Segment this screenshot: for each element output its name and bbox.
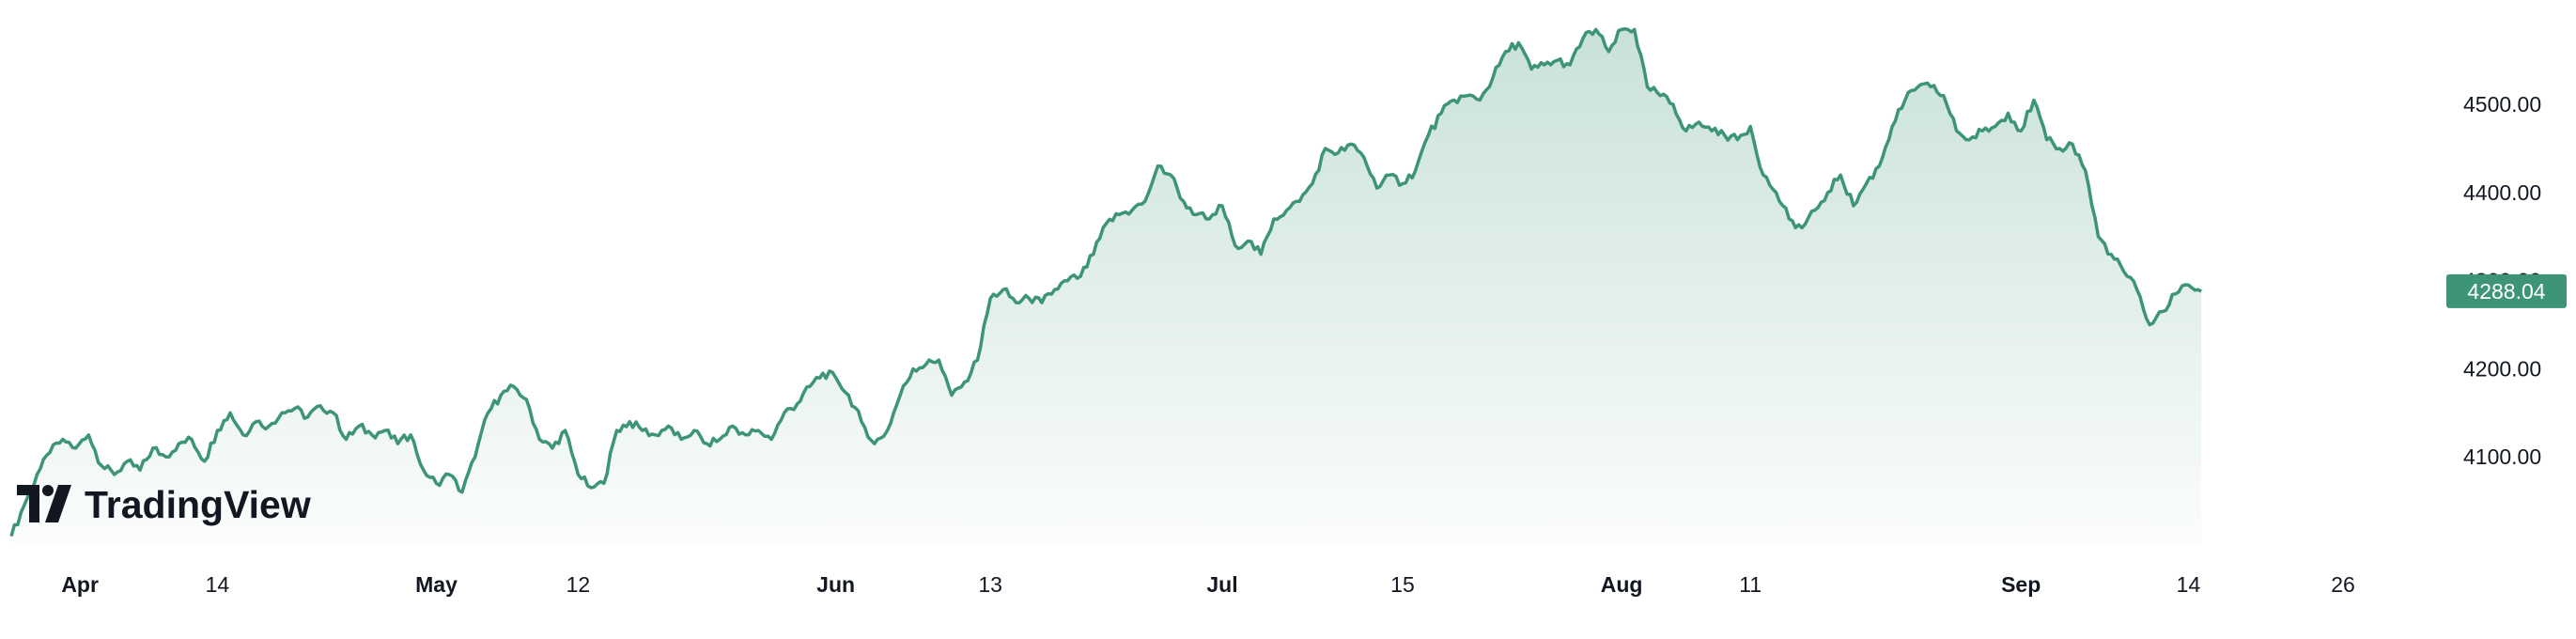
last-price-label: 4288.04 [2467, 279, 2545, 304]
x-tick-label: 11 [1739, 572, 1761, 597]
tradingview-logo[interactable]: TradingView [17, 483, 311, 526]
x-tick-label: Aug [1601, 572, 1643, 597]
series-area-fill [11, 28, 2202, 545]
x-tick-label: Apr [61, 572, 99, 597]
area-fill-layer [11, 28, 2202, 545]
last-price-tag-background [2446, 273, 2567, 308]
last-price-tag: 4288.04 [2446, 273, 2567, 308]
series-line-layer [9, 26, 2202, 538]
tradingview-logo-mark-icon [17, 485, 71, 522]
x-tick-label: May [415, 572, 458, 597]
series-line[interactable] [9, 26, 2202, 538]
x-tick-label: 26 [2331, 572, 2355, 597]
x-tick-label: 14 [206, 572, 230, 597]
y-tick-label: 4400.00 [2463, 180, 2541, 205]
y-tick-label: 4100.00 [2463, 444, 2541, 469]
x-tick-label: 12 [566, 572, 591, 597]
y-tick-label: 4500.00 [2463, 92, 2541, 117]
x-tick-label: Sep [2001, 572, 2041, 597]
tradingview-logo-text: TradingView [85, 483, 311, 526]
x-tick-label: 14 [2177, 572, 2201, 597]
x-tick-label: Jun [816, 572, 855, 597]
x-tick-label: Jul [1206, 572, 1237, 597]
x-tick-label: 13 [978, 572, 1002, 597]
y-tick-label: 4200.00 [2463, 356, 2541, 381]
x-tick-label: 15 [1390, 572, 1415, 597]
x-axis: Apr 14 May 12 Jun 13 Jul 15 Aug 11 Sep 14 26 [61, 572, 2354, 597]
